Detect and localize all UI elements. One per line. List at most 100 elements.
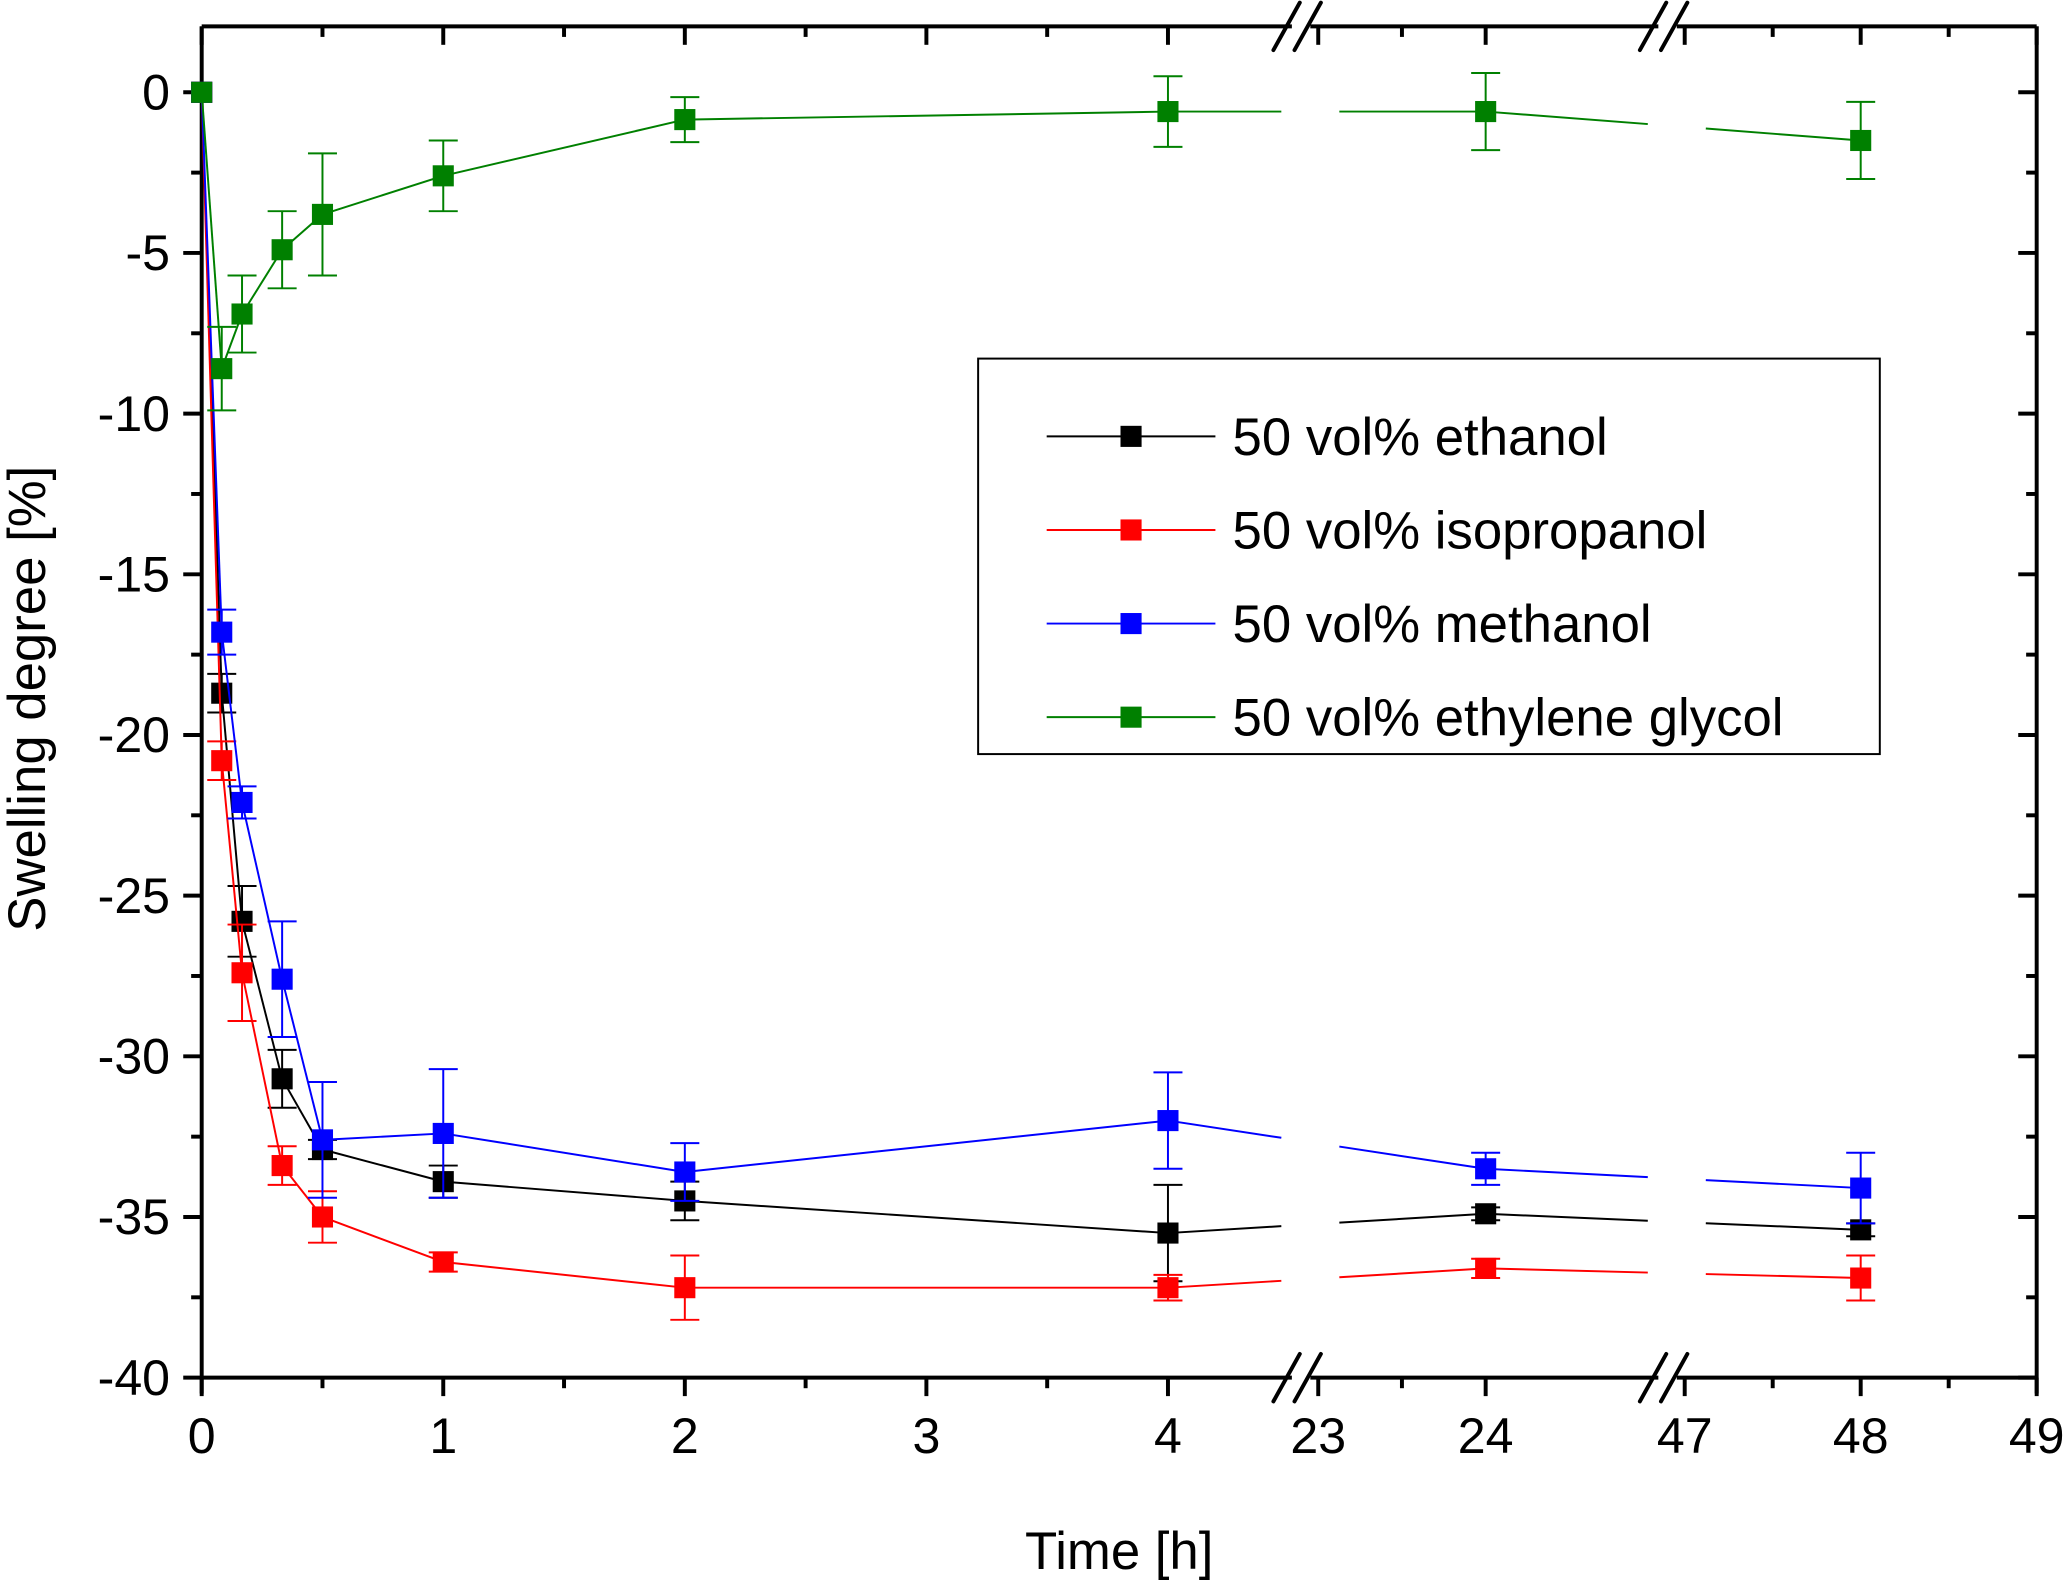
axis-break-mark: [1271, 1351, 1302, 1404]
x-tick-label: 48: [1833, 1408, 1889, 1464]
data-point: [231, 791, 253, 813]
legend-label: 50 vol% ethylene glycol: [1233, 689, 1784, 748]
data-point: [674, 1277, 696, 1299]
data-point: [271, 1155, 293, 1177]
legend-label: 50 vol% methanol: [1233, 595, 1652, 654]
series-line: [322, 174, 444, 216]
series-line: [443, 1260, 685, 1289]
series-line: [200, 92, 223, 369]
series-line: [1705, 127, 1861, 142]
series-line: [1485, 1167, 1648, 1179]
series-line: [443, 1180, 685, 1202]
series-line: [1339, 1267, 1486, 1279]
axis-break-mark: [1271, 0, 1302, 53]
legend-label: 50 vol% ethanol: [1233, 408, 1608, 467]
x-tick-label: 2: [671, 1408, 699, 1464]
y-tick-label: -15: [98, 546, 170, 602]
y-tick-label: -35: [98, 1189, 170, 1245]
series-line: [322, 1216, 444, 1263]
y-axis-title: Swelling degree [%]: [0, 466, 57, 932]
x-tick-label: 1: [429, 1408, 457, 1464]
data-point: [311, 1206, 334, 1228]
series-line: [684, 1199, 1169, 1235]
x-tick-label: 23: [1290, 1408, 1346, 1464]
x-tick-label: 0: [188, 1408, 216, 1464]
series-line: [322, 1132, 444, 1141]
series-line: [220, 760, 244, 973]
x-axis-title: Time [h]: [1025, 1522, 1213, 1581]
series-line: [1485, 1267, 1648, 1274]
data-point: [311, 1129, 334, 1151]
data-point: [211, 358, 233, 380]
series-line: [1167, 1119, 1282, 1139]
series-line: [241, 802, 284, 980]
data-point: [231, 303, 253, 325]
data-point: [1475, 1158, 1497, 1180]
legend-marker: [1120, 519, 1142, 541]
data-point: [271, 968, 293, 990]
series-line: [1705, 1179, 1861, 1190]
x-tick-label: 4: [1154, 1408, 1182, 1464]
y-tick-label: -25: [98, 868, 170, 924]
data-point: [1850, 1177, 1872, 1199]
data-point: [271, 239, 293, 261]
legend-marker: [1120, 425, 1142, 447]
series-line: [322, 1148, 444, 1183]
data-point: [1157, 101, 1179, 123]
series-line: [1167, 1225, 1282, 1235]
data-point: [271, 1068, 293, 1090]
series-line: [443, 118, 686, 177]
data-point: [432, 1122, 454, 1144]
series-50-vol-ethylene-glycol: [191, 72, 1876, 412]
axis-break-mark: [1637, 0, 1669, 53]
data-point: [1850, 1267, 1872, 1289]
data-point: [1475, 101, 1497, 123]
axis-break-mark: [1659, 1351, 1690, 1404]
series-line: [1339, 1145, 1486, 1170]
series-line: [684, 1119, 1169, 1173]
data-point: [211, 750, 233, 772]
y-tick-label: 0: [142, 64, 170, 120]
data-point: [432, 165, 454, 187]
series-line: [241, 972, 284, 1166]
plot-frame: [199, 0, 2039, 1404]
y-tick-label: -5: [126, 225, 171, 281]
data-point: [211, 621, 233, 643]
axis-break-mark: [1637, 1351, 1669, 1404]
data-point: [231, 962, 253, 984]
axis-break-mark: [1659, 0, 1690, 53]
legend-label: 50 vol% isopropanol: [1233, 501, 1708, 560]
x-tick-label: 49: [2009, 1408, 2065, 1464]
series-line: [1167, 1279, 1282, 1289]
data-point: [1157, 1277, 1179, 1299]
series-line: [241, 249, 283, 315]
axis-ticks: 0-5-10-15-20-25-30-35-400 1 2 3 4 23 24 47 48 49: [98, 26, 2065, 1464]
data-point: [1850, 129, 1872, 152]
y-tick-label: -30: [98, 1028, 170, 1084]
series-line: [1485, 110, 1648, 126]
x-tick-label: 47: [1657, 1408, 1713, 1464]
series-line: [684, 110, 1168, 121]
data-point: [674, 109, 696, 131]
series-layer: [191, 72, 1876, 1321]
axis-break-mark: [1292, 1351, 1323, 1404]
y-tick-label: -40: [98, 1350, 170, 1406]
data-point: [1475, 1257, 1497, 1279]
data-point: [432, 1251, 454, 1273]
data-point: [311, 203, 334, 225]
legend-marker: [1120, 613, 1142, 635]
series-50-vol-methanol: [191, 81, 1876, 1225]
series-line: [1705, 1273, 1861, 1280]
series-line: [220, 632, 244, 803]
legend: 50 vol% ethanol 50 vol% isopropanol 50 vol…: [977, 357, 1881, 756]
data-point: [211, 682, 233, 704]
series-line: [1705, 1222, 1861, 1231]
data-point: [674, 1161, 696, 1183]
x-tick-label: 3: [912, 1408, 940, 1464]
legend-marker: [1120, 706, 1142, 728]
legend-box: [977, 357, 1881, 756]
data-point: [1475, 1203, 1497, 1225]
series-line: [281, 978, 324, 1141]
series-line: [241, 921, 284, 1080]
